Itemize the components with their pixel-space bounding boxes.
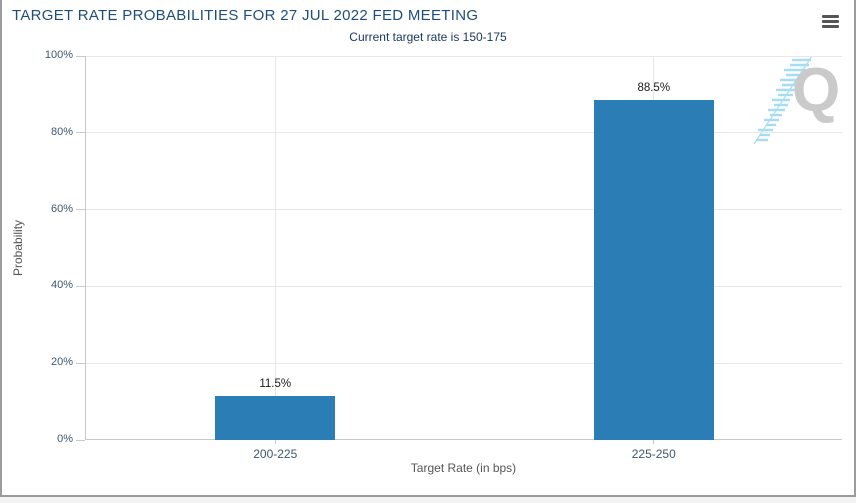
chart-context-menu-button[interactable] [818, 11, 842, 31]
plot-area: 0% 20% 40% 60% 80% 100% 200-225 11.5% 225-250 88.… [45, 49, 842, 461]
y-axis-tick [76, 285, 85, 287]
chart-subtitle: Current target rate is 150-175 [349, 30, 507, 44]
y-axis-tick-label: 60% [50, 202, 73, 215]
x-axis-category-label: 225-250 [631, 447, 676, 461]
y-axis-tick [76, 362, 85, 364]
bar-225-250[interactable] [593, 100, 714, 440]
y-axis-tick [76, 439, 85, 441]
y-axis-tick-label: 20% [50, 356, 73, 369]
y-axis-tick-label: 40% [50, 279, 73, 292]
y-axis-tick [76, 55, 85, 57]
bar-200-225[interactable] [215, 395, 336, 440]
x-axis-category-label: 200-225 [253, 447, 298, 461]
x-axis-title: Target Rate (in bps) [410, 461, 517, 475]
y-axis-tick-label: 0% [57, 433, 73, 445]
hamburger-icon [821, 19, 839, 23]
y-axis-tick-label: 100% [44, 49, 73, 61]
hamburger-icon [821, 24, 839, 28]
y-axis-tick [76, 209, 85, 211]
y-gridline [86, 285, 842, 287]
y-gridline [86, 209, 842, 211]
bar-value-label: 88.5% [637, 82, 671, 95]
y-gridline [86, 362, 842, 364]
y-gridline [86, 132, 842, 134]
x-axis-tick [653, 439, 655, 444]
hamburger-icon [821, 14, 839, 18]
x-axis-tick [274, 439, 276, 444]
x-gridline [274, 56, 276, 439]
bar-value-label: 11.5% [259, 377, 292, 390]
y-axis-title: Probability [11, 219, 25, 277]
y-axis-tick-label: 80% [50, 125, 73, 138]
y-axis-tick [76, 132, 85, 134]
y-gridline [86, 55, 842, 57]
chart-title: TARGET RATE PROBABILITIES FOR 27 JUL 202… [12, 7, 479, 24]
